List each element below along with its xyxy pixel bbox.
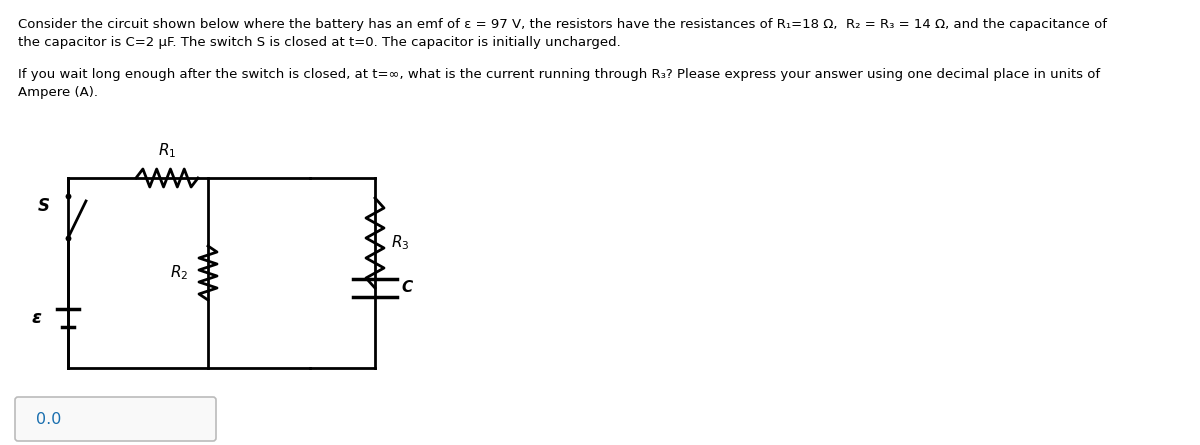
Text: ε: ε — [32, 309, 42, 327]
Text: $R_1$: $R_1$ — [158, 142, 176, 160]
Text: If you wait long enough after the switch is closed, at t=∞, what is the current : If you wait long enough after the switch… — [18, 68, 1100, 81]
Text: $R_2$: $R_2$ — [169, 263, 188, 282]
Text: C: C — [401, 280, 413, 295]
Text: S: S — [38, 197, 50, 215]
Text: Consider the circuit shown below where the battery has an emf of ε = 97 V, the r: Consider the circuit shown below where t… — [18, 18, 1108, 31]
Text: $R_3$: $R_3$ — [391, 234, 409, 252]
Text: Ampere (A).: Ampere (A). — [18, 86, 98, 99]
FancyBboxPatch shape — [14, 397, 216, 441]
Text: 0.0: 0.0 — [36, 412, 61, 426]
Text: the capacitor is C=2 μF. The switch S is closed at t=0. The capacitor is initial: the capacitor is C=2 μF. The switch S is… — [18, 36, 620, 49]
